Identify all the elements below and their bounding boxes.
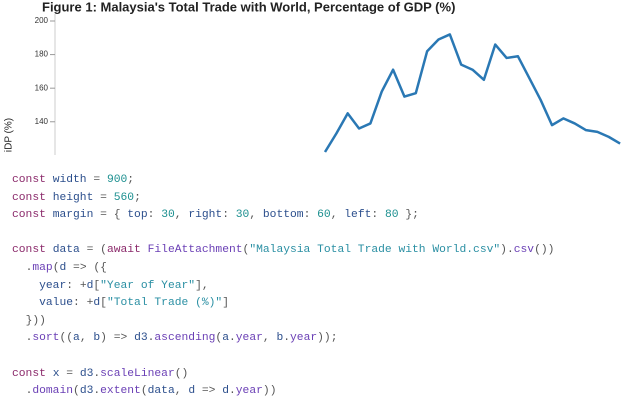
code-line: .map(d => ({	[25, 261, 107, 274]
code-cell: const width = 900; const height = 560; con…	[12, 172, 554, 400]
code-line: const margin = { top: 30, right: 30, bot…	[12, 209, 419, 222]
code-line: year: +d["Year of Year"],	[39, 279, 209, 292]
data-line	[323, 33, 621, 153]
code-line: }))	[25, 314, 46, 327]
chart-title: Figure 1: Malaysia's Total Trade with Wo…	[42, 0, 455, 14]
code-line: value: +d["Total Trade (%)"]	[39, 297, 229, 310]
y-tick-label: 180	[35, 50, 49, 59]
code-line: const x = d3.scaleLinear()	[12, 367, 189, 380]
code-line: const data = (await FileAttachment("Mala…	[12, 244, 555, 257]
y-tick-label: 140	[35, 117, 49, 126]
y-tick-label: 160	[35, 83, 49, 92]
chart: Figure 1: Malaysia's Total Trade with Wo…	[4, 0, 621, 155]
y-tick-label: 200	[35, 16, 49, 25]
code-line: .domain(d3.extent(data, d => d.year))	[25, 385, 277, 398]
code-line: .sort((a, b) => d3.ascending(a.year, b.y…	[25, 332, 338, 345]
code-line: const height = 560;	[12, 191, 141, 204]
code-line: const width = 900;	[12, 174, 135, 186]
y-axis-label: iDP (%)	[4, 118, 15, 152]
